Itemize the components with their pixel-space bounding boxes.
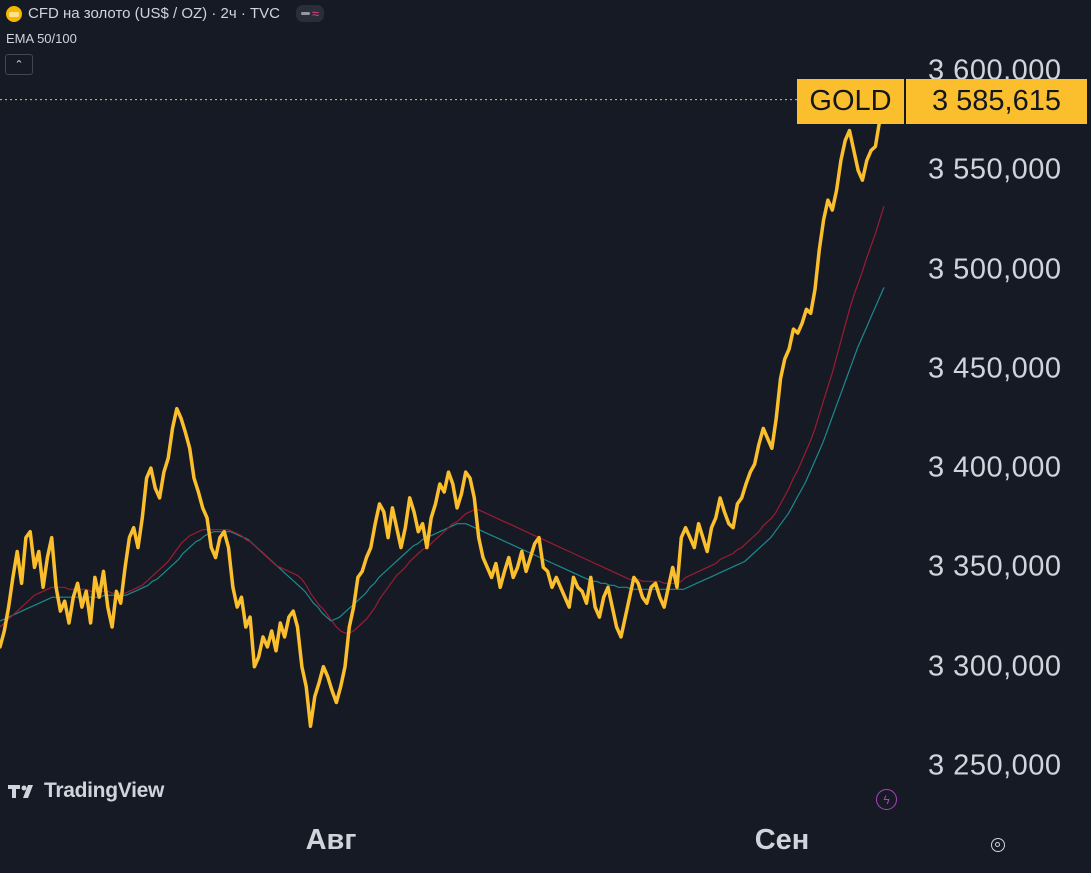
price-line (0, 99, 886, 729)
y-tick-label: 3 500,000 (928, 253, 1062, 286)
tradingview-logo[interactable]: TradingView (8, 779, 164, 803)
last-price-tag: 3 585,615 (906, 79, 1087, 124)
chart-legend-header: CFD на золото (US$ / OZ) · 2ч · TVC ≈ (6, 5, 325, 22)
x-axis-label-aug: Авг (305, 824, 357, 856)
x-axis-label-sep: Сен (754, 824, 810, 856)
y-tick-label: 3 400,000 (928, 451, 1062, 484)
logo-text: TradingView (44, 779, 165, 802)
y-tick-label: 3 550,000 (928, 153, 1062, 186)
y-tick-label: 3 300,000 (928, 650, 1062, 683)
y-tick-label: 3 250,000 (928, 749, 1062, 782)
y-tick-label: 3 350,000 (928, 550, 1062, 583)
data-status-pill[interactable]: ≈ (295, 5, 325, 22)
gold-bars-icon (6, 5, 22, 22)
lightning-icon[interactable]: ϟ (876, 789, 897, 810)
ema-100-line (0, 287, 885, 622)
chevron-up-icon: ⌃ (14, 59, 24, 71)
y-tick-label: 3 450,000 (928, 352, 1062, 385)
settings-icon[interactable] (991, 838, 1005, 852)
collapse-legend-button[interactable]: ⌃ (5, 54, 33, 75)
indicator-legend[interactable]: EMA 50/100 (6, 31, 77, 46)
symbol-title[interactable]: CFD на золото (US$ / OZ) · 2ч · TVC (28, 5, 280, 22)
tradingview-mark-icon (8, 782, 38, 800)
symbol-price-tag: GOLD (797, 79, 904, 124)
ema-50-line (0, 205, 885, 634)
minus-icon (300, 12, 310, 15)
wave-icon: ≈ (311, 6, 320, 21)
